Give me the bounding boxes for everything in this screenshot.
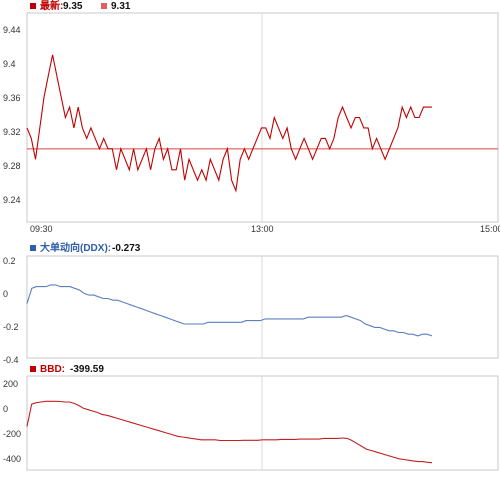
panel-ddx: 0.2 0 -0.2 -0.4 大单动向(DDX): -0.273 <box>3 241 499 365</box>
series-line <box>26 400 433 464</box>
series-line <box>26 284 433 337</box>
legend-swatch <box>30 245 36 251</box>
panel-price: 9.44 9.4 9.36 9.32 9.28 9.24 09:30 13:00 15:00 最新… <box>3 0 500 234</box>
x-tick-label: 13:00 <box>251 224 274 234</box>
y-tick-label: -200 <box>3 429 21 439</box>
x-tick-label: 15:00 <box>480 224 500 234</box>
y-tick-label: 9.24 <box>3 195 21 205</box>
y-tick-label: 200 <box>3 379 18 389</box>
y-tick-label: -0.2 <box>3 322 19 332</box>
y-tick-label: 9.28 <box>3 161 21 171</box>
legend-value: -399.59 <box>70 364 104 375</box>
legend-value: 9.35 <box>63 1 83 12</box>
legend-swatch <box>30 366 36 372</box>
y-tick-label: 0 <box>3 289 8 299</box>
legend-value: -0.273 <box>112 243 141 254</box>
x-tick-label: 09:30 <box>30 224 53 234</box>
y-tick-label: -0.4 <box>3 355 19 365</box>
legend-label: 大单动向(DDX): <box>40 241 111 254</box>
legend-value: 9.31 <box>111 1 131 12</box>
legend-swatch <box>30 3 36 9</box>
series-line <box>26 54 432 193</box>
legend-swatch <box>101 3 107 9</box>
y-tick-label: -400 <box>3 454 21 464</box>
y-tick-label: 0 <box>3 404 8 414</box>
y-tick-label: 9.36 <box>3 93 21 103</box>
y-tick-label: 9.44 <box>3 25 21 35</box>
panel-bbd: 200 0 -200 -400 BBD: -399.59 <box>3 364 499 471</box>
y-tick-label: 9.32 <box>3 127 21 137</box>
y-tick-label: 9.4 <box>3 59 16 69</box>
legend-label: 最新: <box>40 0 63 12</box>
y-tick-label: 0.2 <box>3 256 16 266</box>
legend-label: BBD: <box>40 364 65 375</box>
